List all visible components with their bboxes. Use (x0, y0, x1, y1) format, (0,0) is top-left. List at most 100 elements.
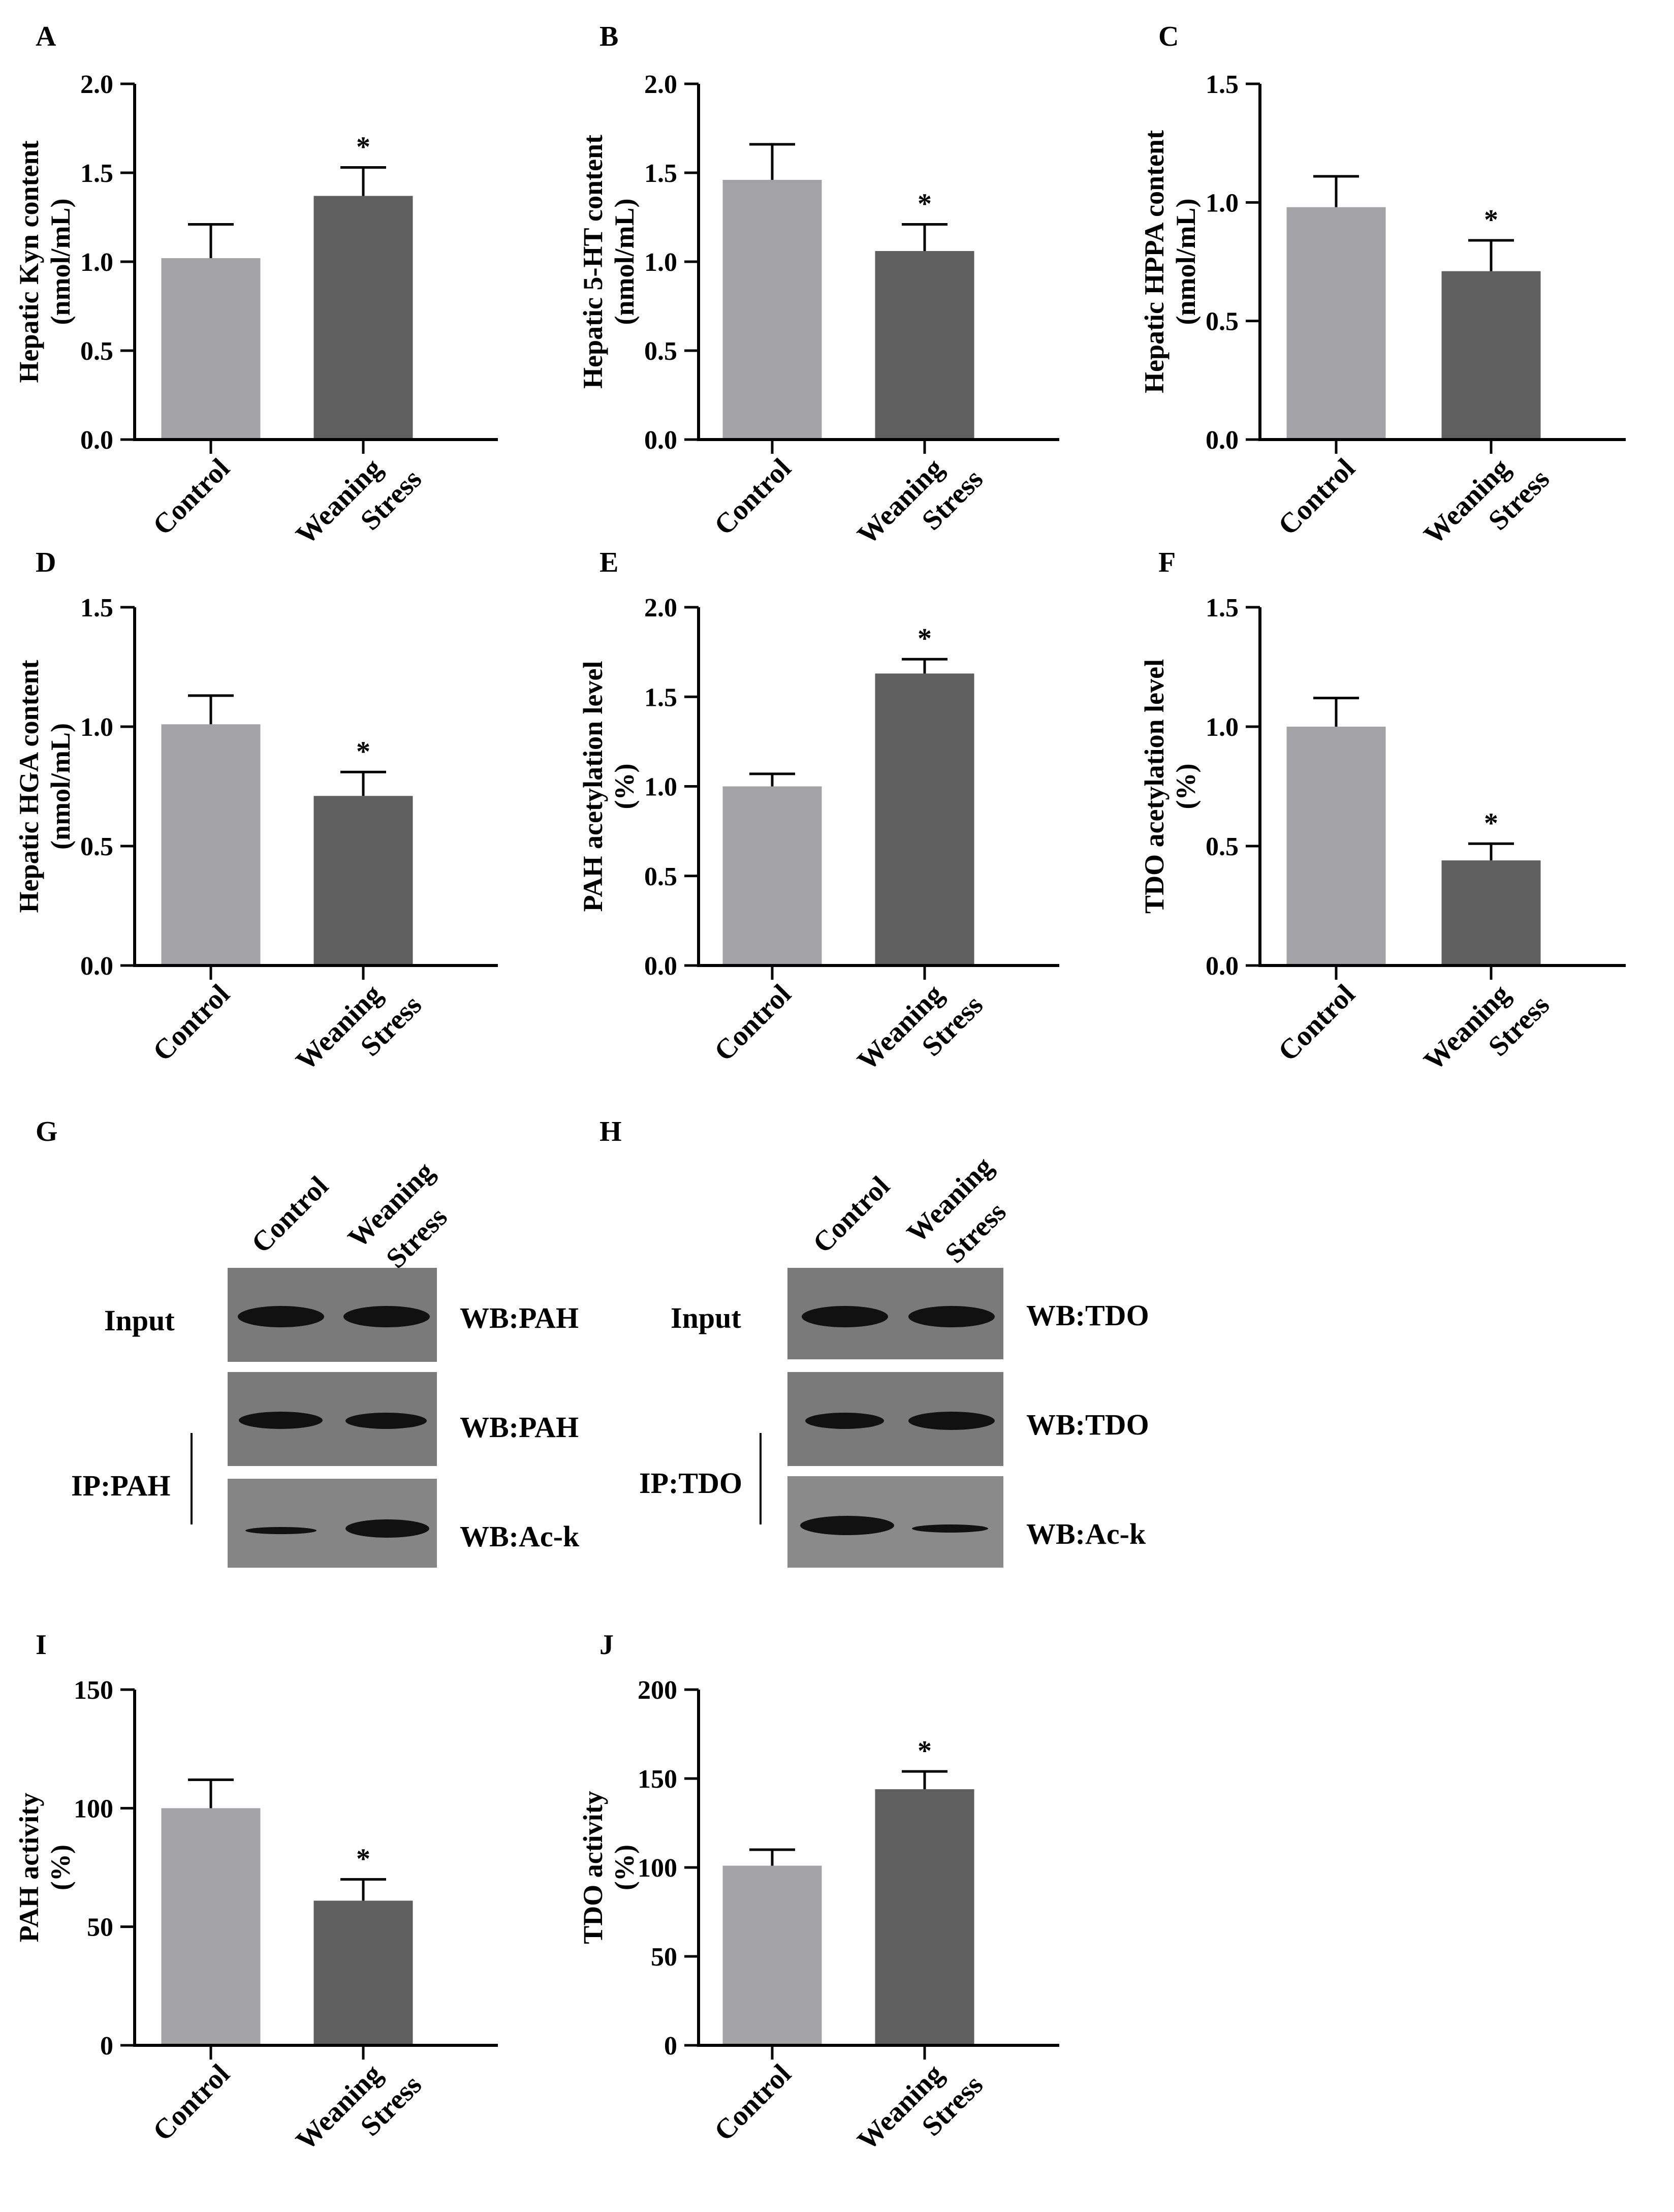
y-tick-label: 0.0 (644, 952, 677, 981)
chart-panel-f: * 0.0 0.5 1.0 1.5 Control WeaningStress TDO ace… (1139, 594, 1626, 1077)
y-tick-label: 100 (638, 1854, 677, 1883)
chart-panel-b: * 0.0 0.5 1.0 1.5 2.0 Control WeaningStress Hepa… (578, 70, 1059, 576)
significance-mark: * (356, 1843, 370, 1875)
blot-h-bracket (760, 1433, 762, 1524)
blot-g-ip-pah-strip (228, 1372, 437, 1466)
y-tick-label: 100 (74, 1794, 113, 1823)
x-tick-label: Control (147, 978, 236, 1067)
blot-band (908, 1306, 995, 1327)
x-tick-label: Control (147, 452, 236, 541)
x-tick-label: WeaningStress (290, 964, 428, 1102)
bar-control (161, 1808, 261, 2045)
y-tick-label: 0.0 (80, 426, 113, 455)
bar-weaning-stress (313, 796, 413, 965)
chart-panel-j: * 0 50 100 150 200 Control WeaningStress TDO act… (578, 1676, 1059, 2182)
y-tick-label: 200 (638, 1676, 677, 1705)
panel-letter-i: I (36, 1629, 47, 1661)
chart-panel-c: * 0.0 0.5 1.0 1.5 Control WeaningStress Hepatic… (1139, 70, 1626, 551)
bar-control (1286, 207, 1386, 440)
blot-band (343, 1306, 430, 1327)
bar-weaning-stress (1441, 860, 1541, 965)
blot-g-ac-k-strip (228, 1479, 437, 1568)
blot-h-ac-k-strip (787, 1476, 1003, 1568)
y-tick-label: 0.5 (644, 337, 677, 366)
y-tick-label: 1.5 (1206, 594, 1239, 622)
panel-letter-f: F (1158, 547, 1176, 578)
y-tick-label: 2.0 (80, 70, 113, 99)
panel-letter-a: A (36, 21, 56, 52)
y-tick-label: 2.0 (644, 594, 677, 622)
blot-g-wb-label-1: WB:PAH (460, 1301, 579, 1334)
y-tick-label: 1.0 (644, 248, 677, 277)
bar-weaning-stress (875, 673, 974, 965)
significance-mark: * (356, 132, 370, 163)
blot-h-ip-label: IP:TDO (639, 1467, 742, 1500)
bar-weaning-stress (1441, 271, 1541, 440)
y-tick-label: 0.5 (80, 337, 113, 366)
significance-mark: * (1484, 807, 1498, 839)
bar-weaning-stress (313, 1901, 413, 2045)
y-tick-label: 2.0 (644, 70, 677, 99)
chart-panel-a: * 0.0 0.5 1.0 1.5 2.0 Control WeaningStress Hepa… (14, 70, 498, 576)
y-tick-label: 1.0 (80, 713, 113, 742)
significance-mark: * (918, 623, 932, 655)
y-tick-label: 0.5 (1206, 832, 1239, 861)
y-tick-label: 50 (651, 1943, 677, 1972)
panel-letter-c: C (1158, 21, 1179, 52)
y-axis-label: Hepatic 5-HT content(nmol/mL) (578, 135, 640, 389)
blot-band (239, 1412, 323, 1429)
y-tick-label: 1.5 (644, 159, 677, 188)
y-tick-label: 0 (664, 2032, 677, 2061)
chart-panel-d: * 0.0 0.5 1.0 1.5 Control WeaningStress Hepatic… (14, 594, 498, 1102)
x-tick-label: WeaningStress (851, 2044, 989, 2182)
panel-letter-g: G (36, 1116, 58, 1147)
bar-control (161, 258, 261, 440)
y-tick-label: 0.0 (1206, 952, 1239, 981)
y-tick-label: 1.5 (80, 594, 113, 622)
blot-band (345, 1519, 429, 1538)
bar-control (1286, 727, 1386, 965)
bar-control (161, 724, 261, 965)
y-tick-label: 150 (74, 1676, 113, 1705)
chart-panel-i: * 0 50 100 150 Control WeaningStress PAH activi… (14, 1676, 498, 2157)
panel-letter-d: D (36, 547, 56, 578)
y-axis-label: TDO activity(%) (578, 1791, 640, 1944)
blot-h-input-label: Input (671, 1301, 741, 1334)
significance-mark: * (918, 1735, 932, 1767)
y-axis-label: PAH activity(%) (14, 1793, 76, 1942)
blot-band (800, 1516, 894, 1535)
x-tick-label: Control (708, 978, 797, 1067)
blot-g-input-strip (228, 1268, 437, 1362)
y-tick-label: 150 (638, 1765, 677, 1794)
bar-weaning-stress (875, 251, 974, 440)
blot-band (805, 1413, 884, 1429)
bar-control (722, 180, 822, 440)
chart-panel-e: * 0.0 0.5 1.0 1.5 2.0 Control WeaningStress PAH … (578, 594, 1059, 1102)
y-axis-label: TDO acetylation level(%) (1139, 659, 1201, 914)
y-axis-label: Hepatic HPPA content(nmol/mL) (1139, 130, 1201, 393)
y-tick-label: 1.0 (80, 248, 113, 277)
y-tick-label: 1.0 (1206, 713, 1239, 742)
blot-g-wb-label-2: WB:PAH (460, 1411, 579, 1444)
y-tick-label: 0.5 (1206, 307, 1239, 336)
blot-h-wb-label-1: WB:TDO (1026, 1299, 1149, 1332)
x-tick-label: Control (1272, 978, 1361, 1067)
blot-band (912, 1524, 988, 1533)
y-tick-label: 1.5 (644, 683, 677, 712)
blot-band (802, 1306, 888, 1327)
x-tick-label: WeaningStress (851, 438, 989, 576)
blot-band (908, 1412, 995, 1430)
panel-letter-b: B (599, 21, 619, 52)
blot-g-ip-label: IP:PAH (71, 1469, 171, 1502)
panel-letter-e: E (599, 547, 619, 578)
y-tick-label: 1.5 (1206, 70, 1239, 99)
y-tick-label: 1.0 (644, 773, 677, 802)
x-tick-label: WeaningStress (290, 438, 428, 576)
blot-h-wb-label-2: WB:TDO (1026, 1408, 1149, 1441)
panel-letter-h: H (599, 1116, 622, 1147)
y-tick-label: 0.0 (1206, 426, 1239, 455)
x-tick-label: WeaningStress (851, 964, 989, 1102)
y-axis-label: PAH acetylation level(%) (578, 661, 640, 912)
y-tick-label: 0.5 (644, 862, 677, 891)
